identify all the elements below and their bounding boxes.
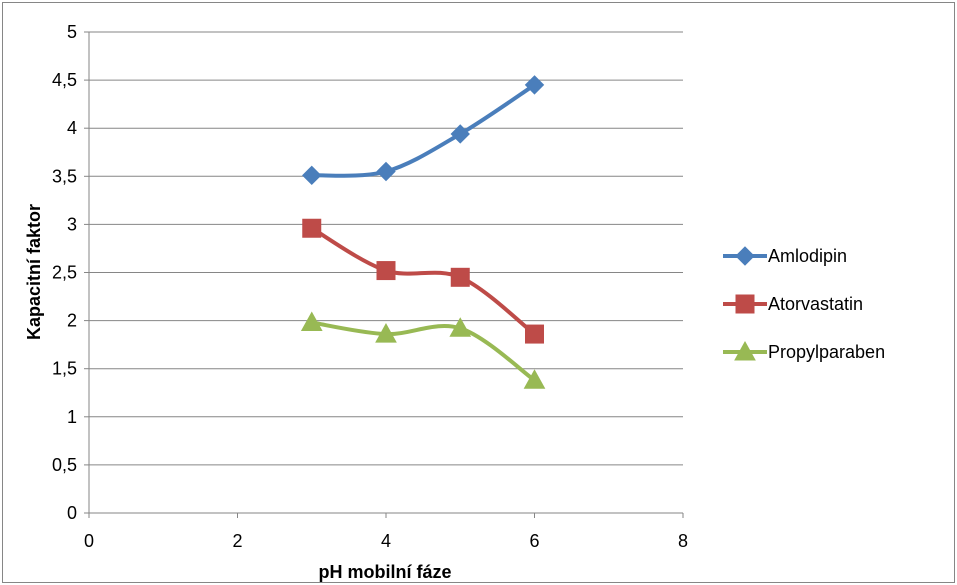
legend-item-amlodipin: Amlodipin <box>723 246 847 266</box>
axes <box>84 31 684 518</box>
y-tick-label: 1,5 <box>52 359 77 379</box>
series-line-propylparaben <box>311 320 536 382</box>
y-tick-label: 3,5 <box>52 166 77 186</box>
series-line-atorvastatin <box>310 226 536 336</box>
y-tick-label: 0,5 <box>52 455 77 475</box>
data-point-atorvastatin <box>450 267 470 287</box>
legend-label-amlodipin: Amlodipin <box>768 246 847 266</box>
x-tick-label: 4 <box>381 531 391 551</box>
x-tick-label: 8 <box>678 531 688 551</box>
series-group <box>300 75 546 389</box>
data-point-amlodipin <box>450 124 470 144</box>
legend-item-atorvastatin: Atorvastatin <box>723 294 863 314</box>
legend-label-propylparaben: Propylparaben <box>768 342 885 362</box>
legend-marker-propylparaben <box>734 340 756 361</box>
legend-label-atorvastatin: Atorvastatin <box>768 294 863 314</box>
legend-marker-amlodipin <box>735 246 755 266</box>
x-tick-label: 2 <box>232 531 242 551</box>
x-tick-label: 0 <box>84 531 94 551</box>
legend-item-propylparaben: Propylparaben <box>723 340 885 362</box>
y-tick-label: 5 <box>67 22 77 42</box>
y-tick-label: 2,5 <box>52 263 77 283</box>
series-amlodipin <box>302 75 545 186</box>
data-point-amlodipin <box>376 161 396 182</box>
series-propylparaben <box>300 311 546 389</box>
data-point-amlodipin <box>524 75 545 95</box>
data-point-propylparaben <box>523 369 546 389</box>
legend-marker-atorvastatin <box>735 294 755 314</box>
data-point-atorvastatin <box>525 324 544 344</box>
y-tick-label: 0 <box>67 503 77 523</box>
data-point-atorvastatin <box>376 261 396 281</box>
data-point-amlodipin <box>302 165 322 186</box>
y-axis-title: Kapacitní faktor <box>24 204 44 340</box>
y-axis-ticks: 0 0,5 1 1,5 2 2,5 3 3,5 4 4,5 5 <box>52 22 77 523</box>
x-tick-label: 6 <box>529 531 539 551</box>
y-tick-label: 4 <box>67 118 77 138</box>
x-axis-ticks: 0 2 4 6 8 <box>84 531 688 551</box>
data-point-propylparaben <box>300 311 323 332</box>
data-point-propylparaben <box>449 317 472 337</box>
x-axis-title: pH mobilní fáze <box>318 562 451 582</box>
series-atorvastatin <box>302 218 544 344</box>
y-tick-label: 3 <box>67 214 77 234</box>
series-line-amlodipin <box>311 83 536 178</box>
data-point-atorvastatin <box>302 218 322 238</box>
y-tick-label: 1 <box>67 407 77 427</box>
data-point-propylparaben <box>375 323 397 343</box>
legend: Amlodipin Atorvastatin Propylparaben <box>723 246 885 362</box>
y-tick-label: 4,5 <box>52 70 77 90</box>
y-tick-label: 2 <box>67 311 77 331</box>
